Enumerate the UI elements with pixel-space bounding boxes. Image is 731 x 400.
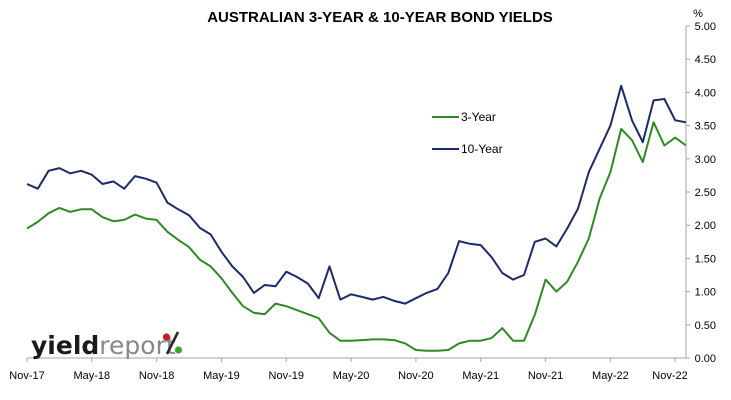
x-tick-label: Nov-21	[528, 370, 563, 382]
x-ticks: Nov-17 May-18 Nov-18 May-19 Nov-19 May-20 Nov-…	[9, 358, 688, 382]
y-tick-label: 4.50	[695, 54, 716, 66]
x-tick-label: May-21	[462, 370, 499, 382]
y-tick-label: 1.50	[695, 253, 716, 265]
y-tick-label: 0.50	[695, 320, 716, 332]
series-line-10-year	[26, 84, 687, 305]
y-tick-label: 4.00	[695, 87, 716, 99]
yieldreport-logo: yieldreport	[31, 331, 183, 360]
logo-text-yield: yield	[31, 331, 99, 360]
y-tick-label: 2.50	[695, 187, 716, 199]
chart-title: AUSTRALIAN 3-YEAR & 10-YEAR BOND YIELDS	[207, 9, 553, 26]
y-tick-label: 3.50	[695, 121, 716, 133]
y-tick-label: 2.00	[695, 220, 716, 232]
x-tick-label: Nov-19	[269, 370, 304, 382]
x-tick-label: May-19	[203, 370, 240, 382]
x-tick-label: Nov-17	[9, 370, 44, 382]
x-tick-label: May-20	[333, 370, 370, 382]
y-tick-label: 5.00	[695, 21, 716, 33]
x-tick-label: Nov-22	[652, 370, 687, 382]
logo-text-report: report	[99, 331, 176, 360]
x-tick-label: Nov-20	[398, 370, 433, 382]
y-tick-label: 0.00	[695, 353, 716, 365]
legend: 3-Year 10-Year	[432, 110, 503, 156]
y-ticks: 0.00 0.50 1.00 1.50 2.00 2.50 3.00 3.50 4.00 4.50…	[686, 21, 716, 365]
x-tick-label: May-18	[73, 370, 110, 382]
legend-label-10-year: 10-Year	[461, 142, 503, 156]
x-tick-label: May-22	[592, 370, 629, 382]
y-tick-label: 3.00	[695, 154, 716, 166]
percent-mark-icon	[162, 331, 183, 355]
axes	[27, 26, 687, 359]
y-axis-unit: %	[693, 8, 703, 20]
y-tick-label: 1.00	[695, 287, 716, 299]
svg-text:yieldreport: yieldreport	[31, 331, 176, 360]
legend-label-3-year: 3-Year	[461, 110, 496, 124]
series-layer	[26, 84, 687, 352]
x-tick-label: Nov-18	[139, 370, 174, 382]
series-line-3-year	[26, 121, 687, 352]
